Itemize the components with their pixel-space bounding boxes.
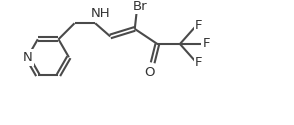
Text: Br: Br [133, 0, 148, 13]
Text: F: F [203, 38, 210, 51]
Text: NH: NH [91, 7, 111, 20]
Text: F: F [195, 19, 203, 32]
Text: F: F [195, 56, 203, 69]
Text: N: N [23, 51, 32, 64]
Text: O: O [145, 66, 155, 79]
